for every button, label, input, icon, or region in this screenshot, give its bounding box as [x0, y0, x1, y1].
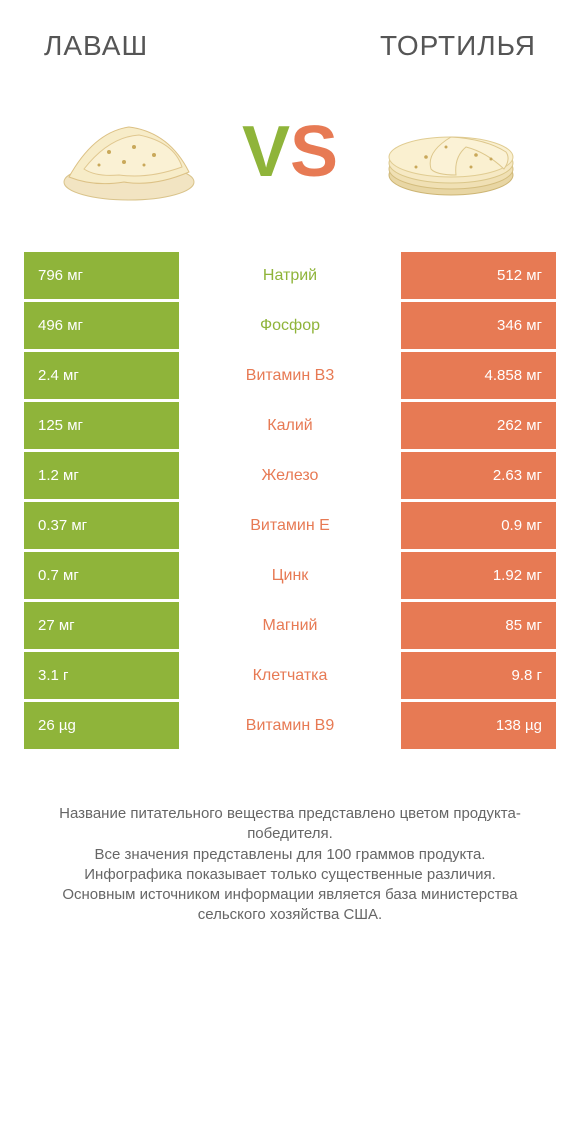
footer-line-3: Инфографика показывает только существенн… — [34, 865, 546, 885]
nutrient-row: 1.2 мгЖелезо2.63 мг — [24, 452, 556, 499]
left-value-cell: 26 µg — [24, 702, 179, 749]
footer-notes: Название питательного вещества представл… — [24, 804, 556, 926]
nutrient-row: 3.1 гКлетчатка9.8 г — [24, 652, 556, 699]
right-value-cell: 4.858 мг — [401, 352, 556, 399]
lavash-image — [54, 92, 204, 212]
nutrient-name: Железо — [179, 452, 401, 499]
left-value-cell: 0.7 мг — [24, 552, 179, 599]
left-value-cell: 125 мг — [24, 402, 179, 449]
nutrient-row: 27 мгМагний85 мг — [24, 602, 556, 649]
footer-line-4: Основным источником информации является … — [34, 885, 546, 926]
vs-label: VS — [242, 111, 338, 193]
right-value-cell: 9.8 г — [401, 652, 556, 699]
right-value-cell: 85 мг — [401, 602, 556, 649]
left-value-cell: 1.2 мг — [24, 452, 179, 499]
right-value-cell: 512 мг — [401, 252, 556, 299]
nutrient-table: 796 мгНатрий512 мг496 мгФосфор346 мг2.4 … — [24, 252, 556, 749]
left-value-cell: 796 мг — [24, 252, 179, 299]
hero-row: VS — [24, 92, 556, 242]
nutrient-name: Витамин B9 — [179, 702, 401, 749]
nutrient-name: Клетчатка — [179, 652, 401, 699]
infographic-container: ЛАВАШ ТОРТИЛЬЯ VS — [0, 0, 580, 946]
nutrient-name: Витамин B3 — [179, 352, 401, 399]
nutrient-name: Фосфор — [179, 302, 401, 349]
footer-line-1: Название питательного вещества представл… — [34, 804, 546, 845]
right-value-cell: 138 µg — [401, 702, 556, 749]
vs-v: V — [242, 111, 290, 193]
vs-s: S — [290, 111, 338, 193]
right-value-cell: 2.63 мг — [401, 452, 556, 499]
left-value-cell: 496 мг — [24, 302, 179, 349]
nutrient-row: 2.4 мгВитамин B34.858 мг — [24, 352, 556, 399]
nutrient-name: Витамин E — [179, 502, 401, 549]
left-value-cell: 27 мг — [24, 602, 179, 649]
nutrient-row: 0.7 мгЦинк1.92 мг — [24, 552, 556, 599]
right-value-cell: 0.9 мг — [401, 502, 556, 549]
nutrient-name: Калий — [179, 402, 401, 449]
nutrient-row: 26 µgВитамин B9138 µg — [24, 702, 556, 749]
right-value-cell: 1.92 мг — [401, 552, 556, 599]
nutrient-row: 125 мгКалий262 мг — [24, 402, 556, 449]
nutrient-name: Цинк — [179, 552, 401, 599]
nutrient-name: Натрий — [179, 252, 401, 299]
left-value-cell: 3.1 г — [24, 652, 179, 699]
right-value-cell: 346 мг — [401, 302, 556, 349]
tortilla-image — [376, 92, 526, 212]
left-value-cell: 0.37 мг — [24, 502, 179, 549]
left-product-title: ЛАВАШ — [44, 30, 148, 62]
left-value-cell: 2.4 мг — [24, 352, 179, 399]
right-product-title: ТОРТИЛЬЯ — [380, 30, 536, 62]
nutrient-row: 796 мгНатрий512 мг — [24, 252, 556, 299]
footer-line-2: Все значения представлены для 100 граммо… — [34, 845, 546, 865]
header: ЛАВАШ ТОРТИЛЬЯ — [24, 20, 556, 82]
nutrient-row: 0.37 мгВитамин E0.9 мг — [24, 502, 556, 549]
right-value-cell: 262 мг — [401, 402, 556, 449]
nutrient-name: Магний — [179, 602, 401, 649]
nutrient-row: 496 мгФосфор346 мг — [24, 302, 556, 349]
